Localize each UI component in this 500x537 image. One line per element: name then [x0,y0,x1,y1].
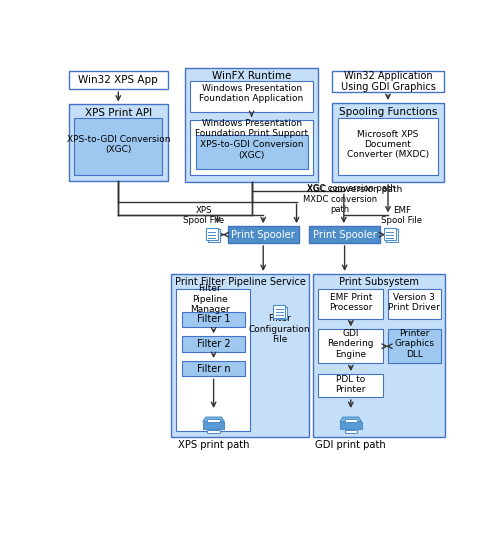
Text: Filter 2: Filter 2 [197,339,230,349]
Text: XPS-to-GDI Conversion
(XGC): XPS-to-GDI Conversion (XGC) [200,140,304,159]
Bar [338,118,438,175]
Text: XPS
Spool File: XPS Spool File [183,206,224,225]
Bar [182,361,244,376]
Bar [74,118,162,175]
Bar [386,229,398,242]
Text: Filter 1: Filter 1 [197,314,230,324]
Bar [313,274,444,437]
Bar [182,311,244,327]
Text: Windows Presentation
Foundation Print Support: Windows Presentation Foundation Print Su… [195,119,308,138]
Bar [190,120,313,175]
Text: XPS print path: XPS print path [178,440,250,450]
Text: Win32 Application
Using GDI Graphics: Win32 Application Using GDI Graphics [340,70,436,92]
Text: Microsoft XPS
Document
Converter (MXDC): Microsoft XPS Document Converter (MXDC) [347,129,429,159]
Bar [176,288,250,431]
Text: XPS-to-GDI Conversion
(XGC): XPS-to-GDI Conversion (XGC) [66,135,170,154]
Bar [332,70,444,92]
Polygon shape [340,417,361,422]
Text: EMF Print
Processor: EMF Print Processor [329,293,372,312]
Bar [203,422,224,430]
Bar [208,229,220,242]
Bar [340,422,361,430]
Bar [208,430,220,432]
Bar [388,289,440,318]
Text: Filter n: Filter n [197,364,230,374]
Bar [332,103,444,182]
Text: Print Spooler: Print Spooler [312,230,376,240]
Bar [185,68,318,182]
Bar [318,289,384,318]
Bar [318,329,384,363]
Polygon shape [203,417,224,422]
Bar [344,419,357,422]
Text: PDL to
Printer: PDL to Printer [336,375,366,395]
Bar [344,430,357,432]
Text: EMF
Spool File: EMF Spool File [382,206,422,225]
Bar [318,374,384,397]
Text: Windows Presentation
Foundation Application: Windows Presentation Foundation Applicat… [200,84,304,104]
Text: XGC conversion path: XGC conversion path [306,185,402,194]
Text: Printer
Graphics
DLL: Printer Graphics DLL [394,329,434,359]
Bar [208,419,220,422]
Text: MXDC conversion
path: MXDC conversion path [303,195,377,214]
Bar [274,306,285,318]
Text: Filter
Pipeline
Manager: Filter Pipeline Manager [190,285,230,314]
Text: XPS Print API: XPS Print API [84,108,152,118]
Bar [196,135,308,169]
Bar [228,226,299,243]
Text: GDI print path: GDI print path [316,440,386,450]
Text: Print Subsystem: Print Subsystem [339,277,418,287]
Bar [182,336,244,352]
Text: WinFX Runtime: WinFX Runtime [212,71,292,81]
Text: Filter
Configuration
File: Filter Configuration File [248,315,310,344]
Text: Spooling Functions: Spooling Functions [339,107,437,117]
Bar [388,329,440,363]
Bar [68,105,168,182]
Text: Version 3
Print Driver: Version 3 Print Driver [388,293,440,312]
Bar [206,228,218,240]
Bar [309,226,380,243]
Text: Print Spooler: Print Spooler [232,230,295,240]
Bar [190,82,313,112]
Bar [384,228,396,240]
Bar [68,70,168,89]
Bar [171,274,309,437]
Text: GDI
Rendering
Engine: GDI Rendering Engine [328,329,374,359]
Bar [276,307,287,320]
Text: Win32 XPS App: Win32 XPS App [78,75,158,85]
Text: XGC conversion path: XGC conversion path [308,184,396,193]
Text: Print Filter Pipeline Service: Print Filter Pipeline Service [174,277,306,287]
